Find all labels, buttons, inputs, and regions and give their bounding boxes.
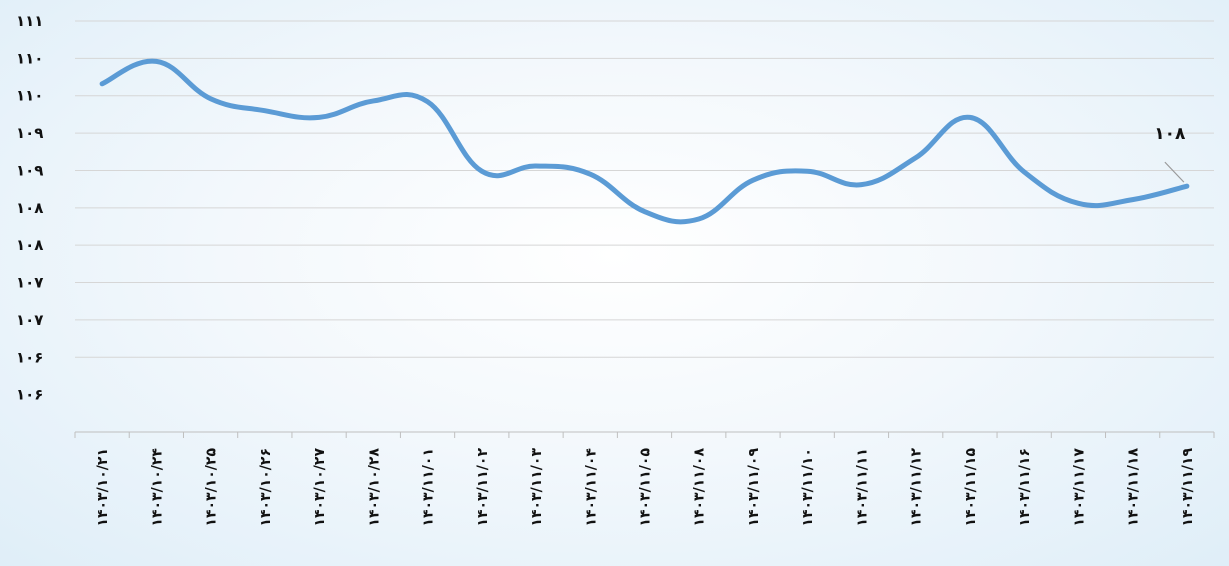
- data-point: [1076, 201, 1081, 206]
- x-tick-label: ۱۴۰۳/۱۱/۱۲: [909, 448, 925, 527]
- data-point: [805, 169, 810, 174]
- x-tick-label: ۱۴۰۳/۱۱/۱۷: [1071, 448, 1087, 527]
- x-axis: ۱۴۰۳/۱۰/۲۱ ۱۴۰۳/۱۰/۲۴ ۱۴۰۳/۱۰/۲۵ ۱۴۰۳/۱۰/۲۶…: [74, 431, 1215, 527]
- x-tick-label: ۱۴۰۳/۱۱/۰۵: [638, 448, 654, 527]
- data-point: [642, 209, 647, 214]
- data-point: [1184, 184, 1189, 189]
- x-tick-label: ۱۴۰۳/۱۰/۲۸: [366, 448, 382, 527]
- y-tick-label: ۱۱۰: [16, 49, 43, 67]
- x-tick-label: ۱۴۰۳/۱۱/۱۵: [963, 448, 979, 527]
- x-tick-label: ۱۴۰۳/۱۱/۰۹: [746, 448, 762, 527]
- y-tick-label: ۱۰۷: [16, 274, 43, 292]
- y-tick-label: ۱۰۷: [16, 311, 43, 329]
- x-tick-label: ۱۴۰۳/۱۰/۲۱: [95, 448, 111, 527]
- x-tick-label: ۱۴۰۳/۱۱/۱۱: [854, 448, 870, 527]
- y-tick-label: ۱۰۹: [16, 124, 43, 142]
- x-tick-label: ۱۴۰۳/۱۱/۰۸: [692, 448, 708, 527]
- x-tick-label: ۱۴۰۳/۱۱/۰۲: [475, 448, 491, 527]
- data-point: [1130, 197, 1135, 202]
- series-line: [99, 58, 1190, 225]
- y-tick-label: ۱۰۶: [16, 386, 43, 404]
- y-tick-label: ۱۱۱: [16, 12, 43, 30]
- data-point: [696, 217, 701, 222]
- data-point: [317, 115, 322, 120]
- y-tick-label: ۱۰۸: [16, 199, 43, 217]
- data-point: [750, 178, 755, 183]
- data-point: [479, 169, 484, 174]
- x-tick-label: ۱۴۰۳/۱۰/۲۷: [312, 448, 328, 527]
- x-tick-label: ۱۴۰۳/۱۱/۰۴: [583, 448, 599, 527]
- data-point: [371, 98, 376, 103]
- data-point: [534, 163, 539, 168]
- data-point: [208, 96, 213, 101]
- x-tick-label: ۱۴۰۳/۱۱/۰۳: [529, 448, 545, 527]
- x-tick-label: ۱۴۰۳/۱۰/۲۴: [149, 448, 165, 527]
- data-point: [1022, 169, 1027, 174]
- data-label: ۱۰۸: [1154, 124, 1186, 144]
- y-tick-label: ۱۰۹: [16, 161, 43, 179]
- data-point: [913, 155, 918, 160]
- grid-lines: [75, 20, 1214, 358]
- y-axis: ۱۱۱ ۱۱۰ ۱۱۰ ۱۰۹ ۱۰۹ ۱۰۸ ۱۰۸ ۱۰۷ ۱۰۷ ۱۰۶ ۱۰۶: [16, 12, 43, 404]
- x-tick-label: ۱۴۰۳/۱۱/۰۱: [421, 448, 437, 527]
- data-point: [425, 99, 430, 104]
- y-tick-label: ۱۱۰: [16, 87, 43, 105]
- series-layer: [99, 58, 1190, 225]
- x-tick-label: ۱۴۰۳/۱۰/۲۶: [258, 448, 274, 527]
- x-tick-label: ۱۴۰۳/۱۱/۱۸: [1126, 448, 1142, 527]
- y-tick-label: ۱۰۸: [16, 236, 43, 254]
- y-tick-label: ۱۰۶: [16, 348, 43, 366]
- data-label-leader: [1164, 161, 1185, 183]
- x-tick-label: ۱۴۰۳/۱۰/۲۵: [204, 448, 220, 527]
- data-point: [859, 182, 864, 187]
- data-labels: ۱۰۸: [1154, 124, 1186, 183]
- data-point: [154, 59, 159, 64]
- x-tick-label: ۱۴۰۳/۱۱/۱۰: [800, 448, 816, 527]
- x-tick-label: ۱۴۰۳/۱۱/۱۹: [1180, 448, 1196, 527]
- x-tick-label: ۱۴۰۳/۱۱/۱۶: [1017, 448, 1033, 527]
- data-point: [100, 81, 105, 86]
- data-point: [588, 172, 593, 177]
- data-point: [262, 108, 267, 113]
- data-point: [967, 115, 972, 120]
